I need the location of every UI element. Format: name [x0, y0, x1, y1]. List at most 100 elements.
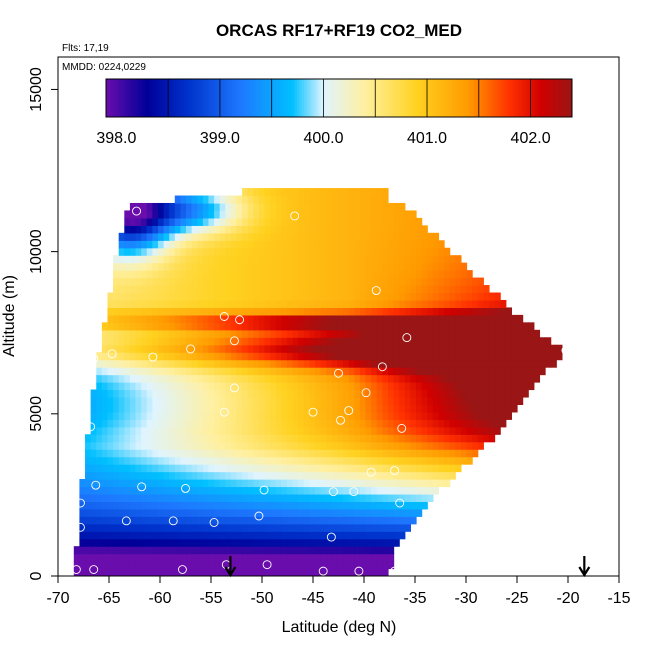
- heatmap-cell: [90, 419, 97, 428]
- heatmap-cell: [315, 314, 322, 323]
- heatmap-cell: [157, 299, 165, 309]
- heatmap-cell: [129, 568, 137, 576]
- heatmap-cell: [191, 426, 198, 435]
- heatmap-cell: [236, 307, 243, 316]
- heatmap-cell: [410, 419, 417, 428]
- heatmap-cell: [180, 277, 187, 286]
- heatmap-cell: [343, 352, 350, 361]
- heatmap-cell: [410, 255, 417, 264]
- heatmap-cell: [303, 471, 311, 480]
- heatmap-cell: [472, 374, 479, 383]
- heatmap-cell: [315, 501, 322, 510]
- heatmap-cell: [208, 262, 215, 271]
- heatmap-cell: [365, 255, 372, 264]
- heatmap-cell: [359, 546, 367, 555]
- heatmap-cell: [129, 299, 137, 309]
- heatmap-cell: [157, 479, 165, 488]
- heatmap-cell: [214, 411, 221, 420]
- heatmap-cell: [309, 299, 316, 309]
- heatmap-cell: [421, 367, 428, 376]
- heatmap-cell: [517, 322, 524, 331]
- heatmap-cell: [382, 508, 389, 517]
- heatmap-cell: [331, 382, 339, 391]
- colorbar-swatch: [439, 79, 443, 117]
- heatmap-cell: [511, 329, 518, 338]
- heatmap-cell: [298, 568, 305, 576]
- sample-point: [230, 336, 239, 346]
- heatmap-cell: [320, 456, 327, 465]
- heatmap-cell: [258, 426, 266, 435]
- heatmap-cell: [286, 195, 294, 204]
- heatmap-cell: [343, 449, 350, 458]
- heatmap-cell: [337, 307, 344, 316]
- heatmap-cell: [298, 240, 305, 249]
- heatmap-cell: [264, 255, 271, 264]
- heatmap-cell: [281, 441, 288, 450]
- heatmap-cell: [410, 307, 417, 316]
- heatmap-cell: [387, 232, 395, 241]
- heatmap-cell: [129, 479, 137, 488]
- heatmap-cell: [197, 464, 204, 473]
- heatmap-cell: [354, 479, 361, 488]
- colorbar-swatch: [215, 79, 219, 117]
- heatmap-cell: [225, 382, 232, 391]
- heatmap-cell: [129, 516, 137, 525]
- heatmap-cell: [129, 232, 137, 241]
- heatmap-cell: [387, 546, 395, 555]
- heatmap-cell: [488, 367, 496, 376]
- heatmap-cell: [286, 270, 294, 279]
- heatmap-cell: [219, 367, 226, 376]
- heatmap-cell: [258, 464, 266, 473]
- heatmap-cell: [410, 374, 417, 383]
- colorbar-swatch: [241, 79, 244, 117]
- heatmap-cell: [315, 225, 322, 234]
- heatmap-cell: [399, 516, 406, 525]
- heatmap-cell: [236, 538, 243, 547]
- heatmap-cell: [331, 419, 339, 428]
- heatmap-cell: [517, 337, 524, 346]
- heatmap-cell: [326, 479, 333, 488]
- heatmap-cell: [129, 396, 137, 406]
- heatmap-cell: [550, 359, 557, 368]
- heatmap-cell: [399, 247, 406, 256]
- heatmap-cell: [354, 292, 361, 301]
- heatmap-cell: [236, 531, 243, 540]
- heatmap-cell: [309, 434, 316, 443]
- heatmap-cell: [354, 546, 361, 555]
- heatmap-cell: [275, 359, 282, 368]
- heatmap-cell: [107, 516, 114, 525]
- heatmap-cell: [253, 411, 260, 420]
- heatmap-cell: [387, 314, 395, 323]
- heatmap-cell: [174, 247, 181, 256]
- heatmap-cell: [191, 382, 198, 391]
- heatmap-cell: [107, 553, 114, 562]
- heatmap-cell: [191, 247, 198, 256]
- heatmap-cell: [191, 359, 198, 368]
- heatmap-cell: [197, 456, 204, 465]
- heatmap-cell: [376, 464, 383, 473]
- heatmap-cell: [253, 389, 260, 398]
- heatmap-cell: [118, 471, 125, 480]
- heatmap-cell: [399, 262, 406, 271]
- heatmap-cell: [202, 449, 210, 458]
- heatmap-cell: [309, 247, 316, 256]
- heatmap-cell: [124, 546, 131, 555]
- heatmap-cell: [466, 382, 473, 391]
- heatmap-cell: [225, 516, 232, 525]
- heatmap-cell: [247, 486, 254, 495]
- heatmap-cell: [337, 508, 344, 517]
- heatmap-cell: [197, 270, 204, 279]
- heatmap-cell: [337, 561, 344, 570]
- heatmap-cell: [376, 247, 383, 256]
- heatmap-cell: [281, 352, 288, 361]
- heatmap-cell: [432, 367, 440, 376]
- heatmap-cell: [253, 523, 260, 532]
- heatmap-cell: [101, 523, 109, 532]
- heatmap-cell: [444, 456, 451, 465]
- heatmap-cell: [365, 270, 372, 279]
- heatmap-cell: [197, 344, 204, 353]
- heatmap-cell: [157, 516, 165, 525]
- heatmap-cell: [309, 202, 316, 212]
- heatmap-cell: [337, 479, 344, 488]
- heatmap-cell: [225, 441, 232, 450]
